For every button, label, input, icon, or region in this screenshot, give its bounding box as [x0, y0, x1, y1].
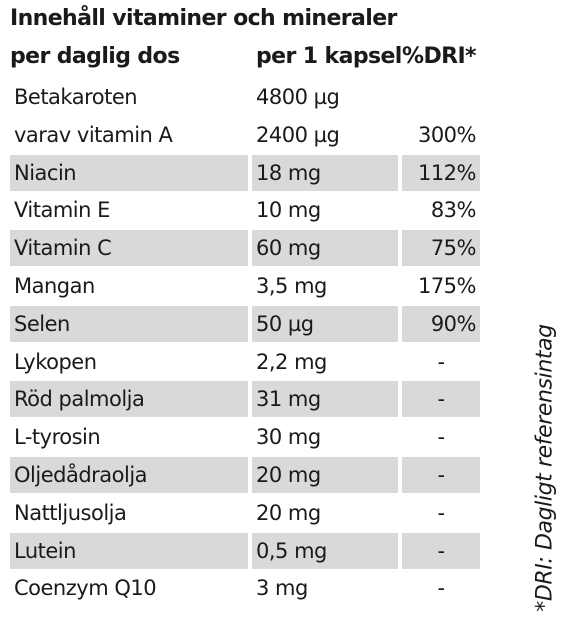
dri-percent: -: [437, 576, 445, 601]
dri-footnote: *DRI: Dagligt referensintag: [532, 324, 558, 612]
nutrient-name: Nattljusolja: [14, 500, 127, 525]
table-row: Lutein 0,5 mg -: [10, 532, 480, 571]
nutrient-name: Selen: [10, 305, 248, 342]
dri-percent: 83%: [430, 198, 477, 223]
table-header: per daglig dos per 1 kapsel %DRI*: [10, 44, 480, 74]
amount-per-capsule: 0,5 mg: [252, 532, 398, 569]
table-row: L-tyrosin 30 mg -: [10, 419, 480, 457]
nutrient-name: Niacin: [10, 154, 248, 191]
nutrient-name: Oljedådraolja: [10, 456, 248, 493]
amount-per-capsule: 60 mg: [252, 230, 398, 267]
amount-per-capsule: 4800 µg: [256, 85, 340, 109]
amount-per-capsule: 20 mg: [252, 456, 398, 493]
dri-percent: -: [437, 500, 445, 525]
nutrient-name: Mangan: [14, 273, 95, 298]
table-title: Innehåll vitaminer och mineraler: [10, 6, 397, 31]
table-row: Niacin 18 mg 112%: [10, 154, 480, 193]
amount-per-capsule: 18 mg: [252, 154, 398, 191]
amount-per-capsule: 2,2 mg: [256, 349, 327, 374]
nutrient-name: Lykopen: [14, 349, 97, 374]
nutrient-name: L-tyrosin: [14, 425, 101, 450]
dri-percent: -: [402, 532, 480, 569]
amount-per-capsule: 20 mg: [256, 500, 321, 525]
header-dri: %DRI*: [402, 44, 477, 69]
amount-per-capsule: 50 µg: [252, 305, 398, 342]
amount-per-capsule: 3,5 mg: [256, 273, 327, 298]
dri-percent: [402, 79, 480, 115]
table-row: Coenzym Q10 3 mg -: [10, 570, 480, 608]
dri-percent: 300%: [417, 122, 477, 147]
nutrient-table: Betakaroten 4800 µg varav vitamin A 2400 µg…: [10, 79, 480, 608]
nutrient-name: Vitamin C: [10, 230, 248, 267]
table-row: varav vitamin A 2400 µg 300%: [10, 117, 480, 155]
nutrient-name: Vitamin E: [14, 198, 110, 223]
table-row: Lykopen 2,2 mg -: [10, 344, 480, 382]
table-row: Röd palmolja 31 mg -: [10, 381, 480, 419]
dri-percent: 90%: [402, 305, 480, 342]
nutrient-name: varav vitamin A: [14, 122, 173, 147]
amount-per-capsule: 31 mg: [252, 381, 398, 418]
table-row: Mangan 3,5 mg 175%: [10, 268, 480, 306]
amount-per-capsule: 3 mg: [256, 576, 308, 601]
table-row: Nattljusolja 20 mg -: [10, 495, 480, 533]
dri-percent: -: [402, 456, 480, 493]
table-row: Selen 50 µg 90%: [10, 305, 480, 344]
dri-percent: -: [437, 425, 445, 450]
dri-percent: -: [437, 349, 445, 374]
amount-per-capsule: 30 mg: [256, 425, 321, 450]
amount-per-capsule: 10 mg: [256, 198, 321, 223]
dri-percent: -: [402, 381, 480, 418]
header-per-capsule: per 1 kapsel: [256, 44, 402, 69]
amount-per-capsule: 2400 µg: [256, 122, 340, 147]
table-row: Vitamin E 10 mg 83%: [10, 192, 480, 230]
dri-percent: 175%: [417, 273, 477, 298]
dri-percent: 112%: [402, 154, 480, 191]
dri-percent: 75%: [402, 230, 480, 267]
table-row: Oljedådraolja 20 mg -: [10, 456, 480, 495]
nutrient-name: Betakaroten: [14, 85, 138, 109]
table-row: Betakaroten 4800 µg: [10, 79, 480, 117]
table-row: Vitamin C 60 mg 75%: [10, 230, 480, 268]
header-per-daily-dose: per daglig dos: [10, 44, 180, 69]
nutrient-name: Coenzym Q10: [14, 576, 157, 601]
nutrient-name: Röd palmolja: [10, 381, 248, 418]
nutrient-name: Lutein: [10, 532, 248, 569]
